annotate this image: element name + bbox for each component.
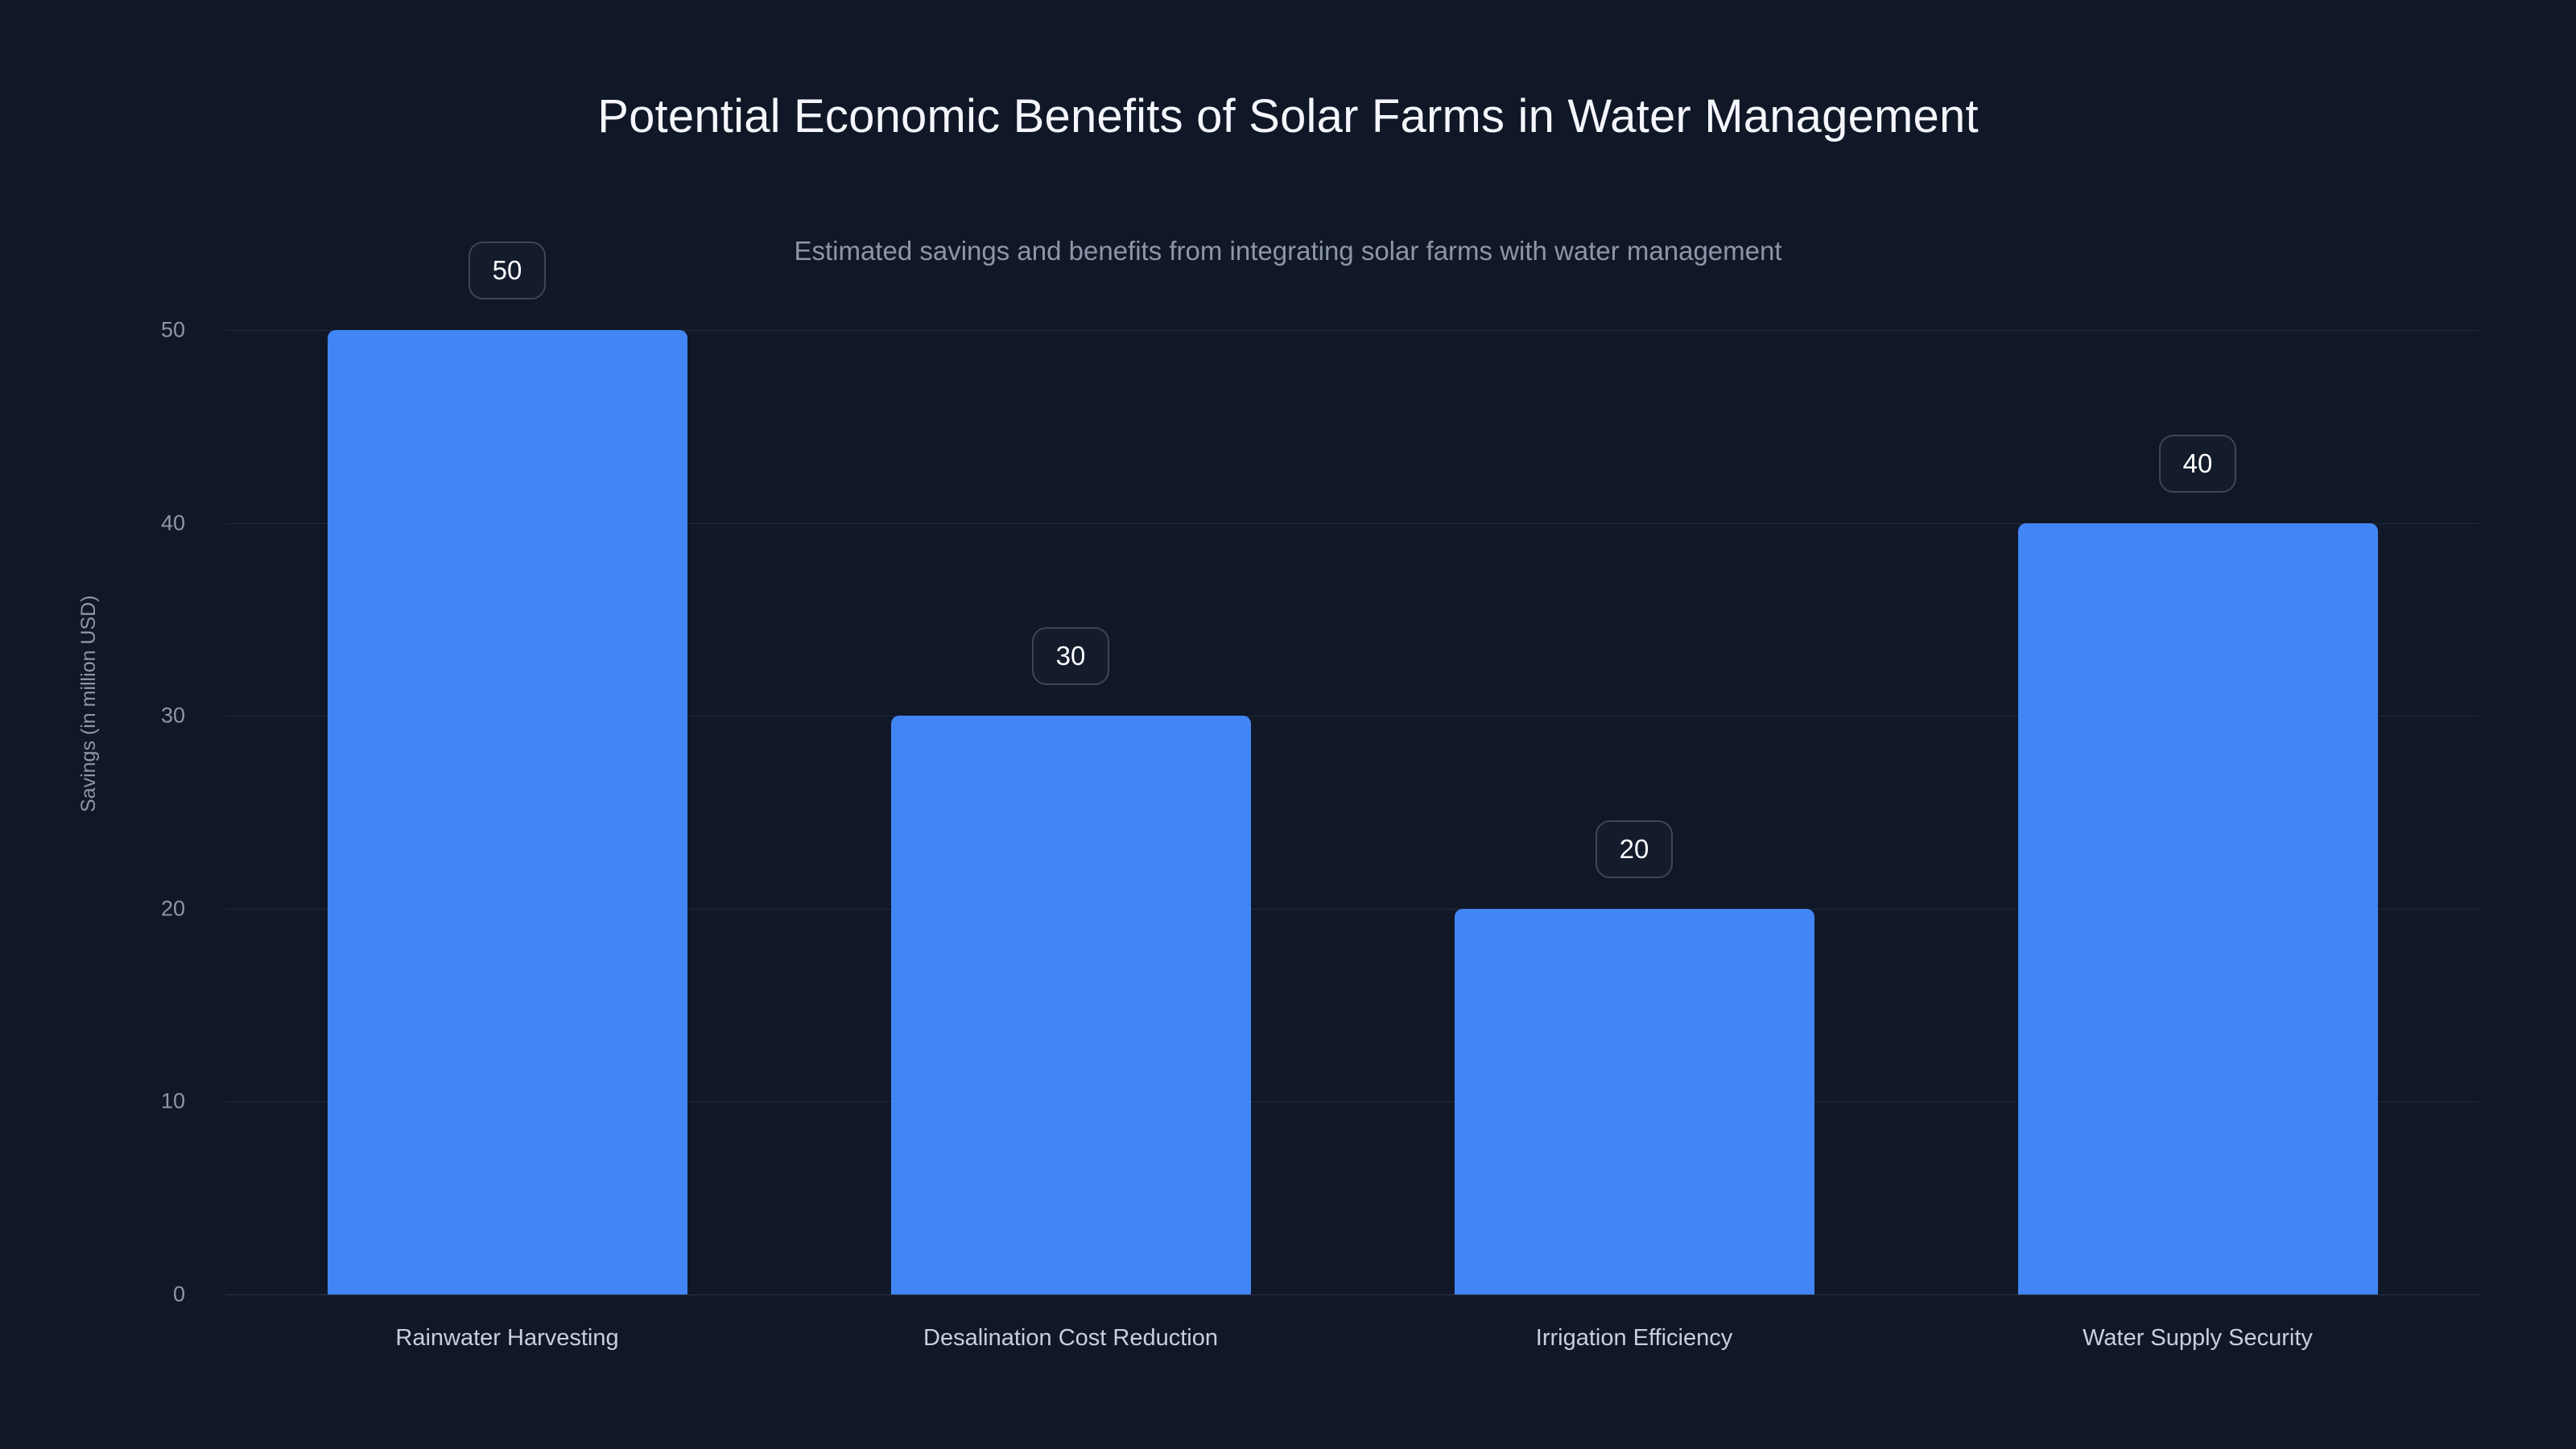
y-axis-title: Savings (in million USD) — [77, 595, 100, 812]
gridline — [225, 908, 2479, 910]
x-axis-category-label: Rainwater Harvesting — [395, 1325, 619, 1351]
bar[interactable] — [1454, 908, 1814, 1294]
chart-title: Potential Economic Benefits of Solar Far… — [597, 90, 1979, 142]
plot-area — [225, 330, 2479, 1295]
y-axis-tick-label: 30 — [160, 703, 185, 728]
bar[interactable] — [327, 330, 687, 1294]
bar[interactable] — [890, 716, 1251, 1294]
x-axis-category-label: Desalination Cost Reduction — [923, 1325, 1218, 1351]
y-axis-tick-label: 10 — [160, 1088, 185, 1113]
gridline — [225, 1101, 2479, 1103]
y-axis-tick-label: 20 — [160, 896, 185, 921]
gridline — [225, 522, 2479, 524]
bar[interactable] — [2017, 522, 2378, 1294]
y-axis-tick-label: 50 — [160, 317, 185, 342]
x-axis-category-label: Irrigation Efficiency — [1535, 1325, 1733, 1351]
x-axis-category-label: Water Supply Security — [2083, 1325, 2313, 1351]
gridline — [225, 1294, 2479, 1295]
gridline — [225, 330, 2479, 331]
chart-subtitle: Estimated savings and benefits from inte… — [794, 236, 1782, 266]
y-axis-tick-label: 0 — [172, 1282, 185, 1307]
y-axis-tick-label: 40 — [160, 510, 185, 535]
